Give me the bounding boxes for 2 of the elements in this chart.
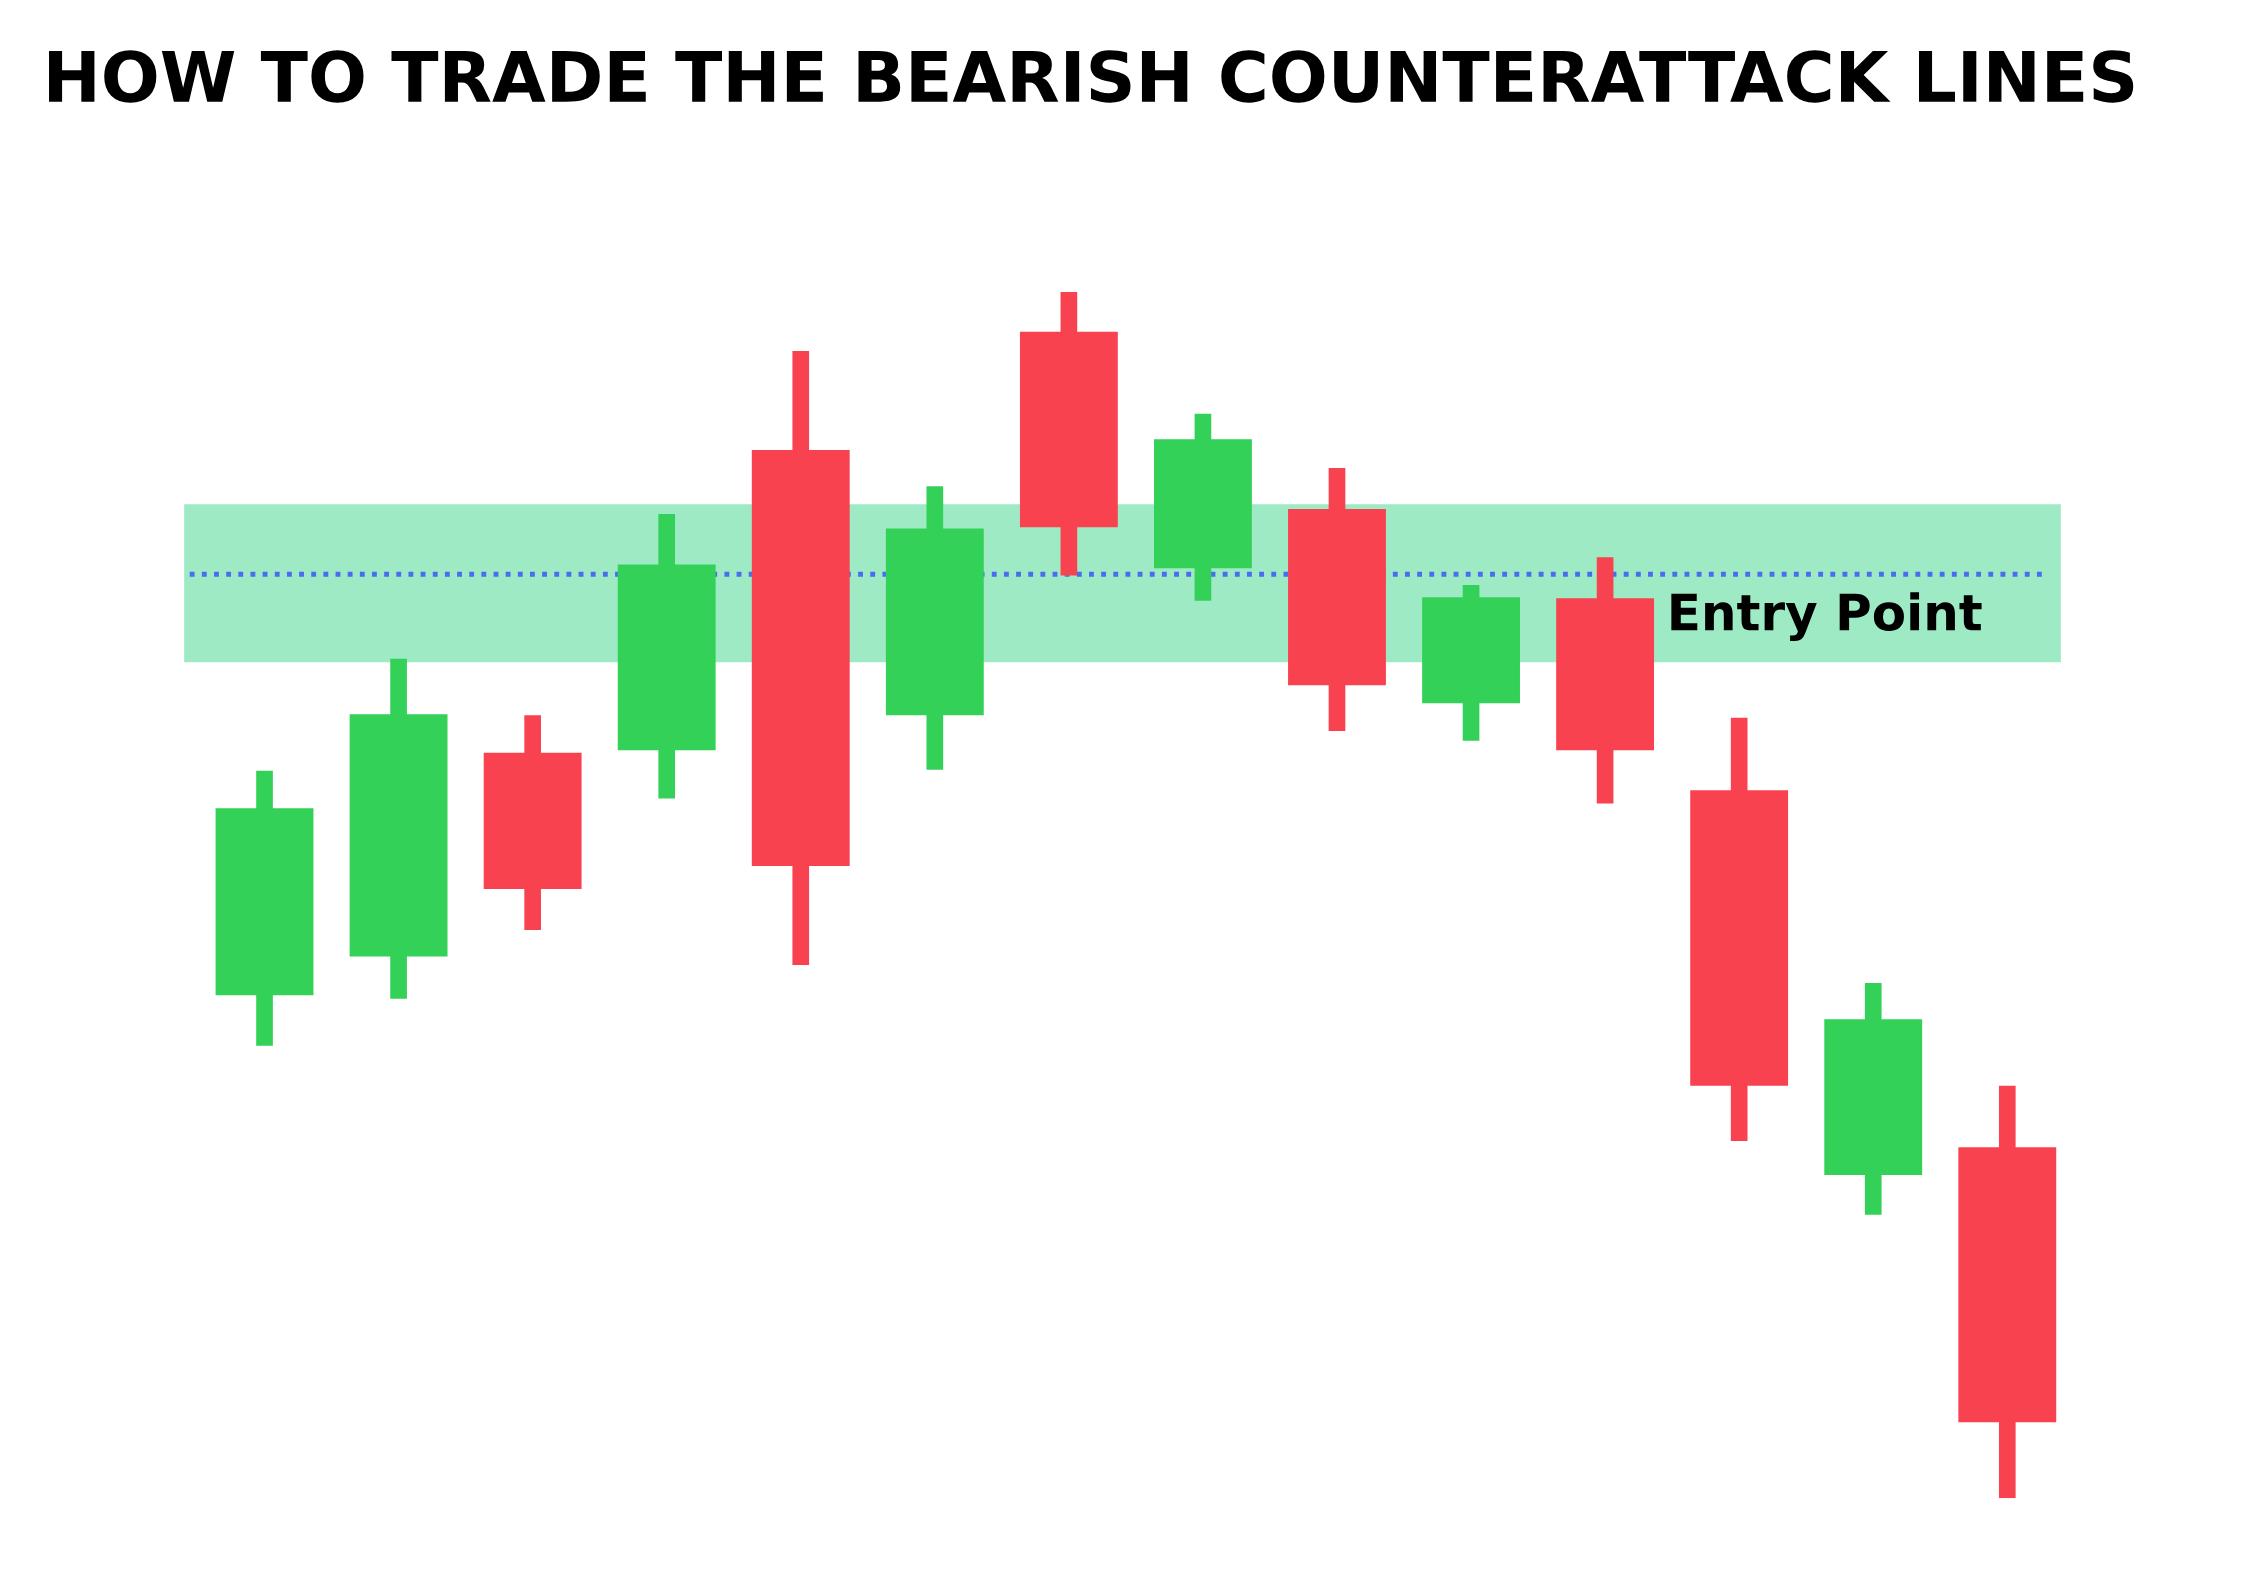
chart-title: HOW TO TRADE THE BEARISH COUNTERATTACK LINES bbox=[49, 50, 2134, 103]
ref-line-label: Entry Point bbox=[1671, 592, 1982, 642]
